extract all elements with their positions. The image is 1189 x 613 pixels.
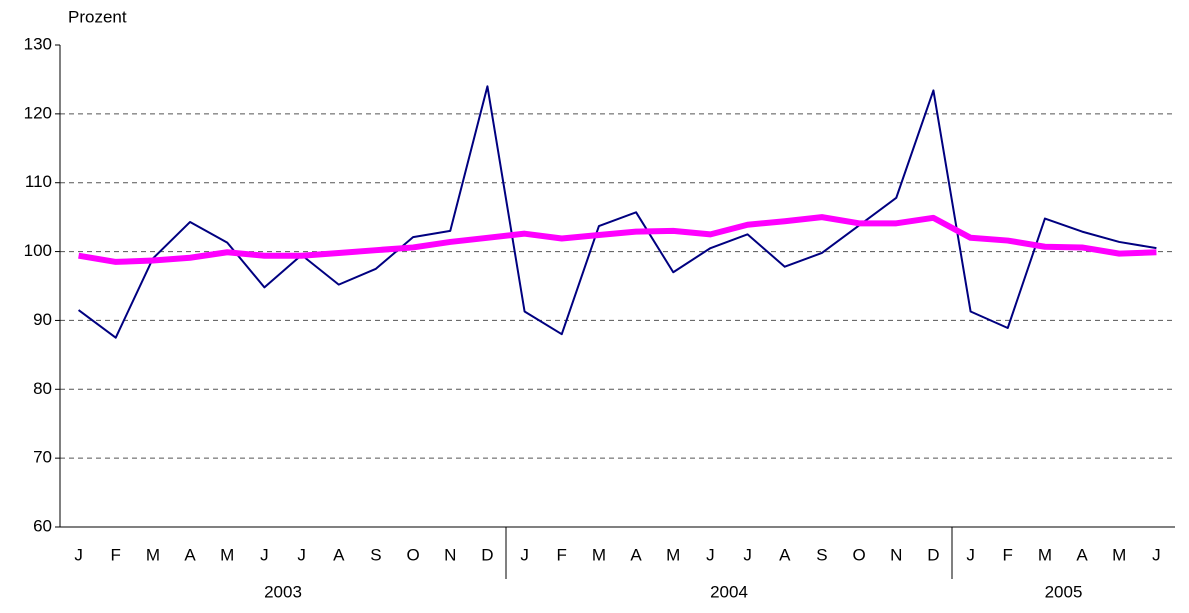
- x-tick-label: F: [1003, 545, 1013, 564]
- x-tick-label: S: [816, 545, 827, 564]
- x-tick-label: M: [220, 545, 234, 564]
- x-tick-label: A: [184, 545, 196, 564]
- y-tick-label: 110: [25, 172, 52, 191]
- x-tick-label: M: [146, 545, 160, 564]
- y-tick-label: 60: [33, 516, 52, 535]
- group-label: 2005: [1045, 582, 1083, 601]
- x-tick-label: M: [666, 545, 680, 564]
- x-tick-label: F: [557, 545, 567, 564]
- x-tick-label: O: [852, 545, 865, 564]
- x-tick-label: A: [1076, 545, 1088, 564]
- y-axis-label: Prozent: [68, 7, 127, 26]
- group-label: 2004: [710, 582, 748, 601]
- x-tick-label: F: [111, 545, 121, 564]
- x-tick-label: J: [297, 545, 306, 564]
- group-label: 2003: [264, 582, 302, 601]
- x-tick-label: J: [260, 545, 269, 564]
- x-tick-label: J: [1152, 545, 1161, 564]
- x-tick-label: M: [1038, 545, 1052, 564]
- series-line: [78, 214, 1157, 265]
- y-tick-label: 80: [33, 379, 52, 398]
- x-tick-label: D: [481, 545, 493, 564]
- x-tick-label: J: [966, 545, 975, 564]
- x-tick-label: A: [333, 545, 345, 564]
- x-tick-label: A: [630, 545, 642, 564]
- y-tick-label: 70: [33, 448, 52, 467]
- y-tick-label: 120: [24, 103, 52, 122]
- x-tick-label: A: [779, 545, 791, 564]
- x-tick-label: J: [520, 545, 529, 564]
- x-tick-label: N: [890, 545, 902, 564]
- x-tick-label: M: [592, 545, 606, 564]
- x-tick-label: S: [370, 545, 381, 564]
- x-tick-label: J: [706, 545, 715, 564]
- series-line: [77, 85, 1157, 339]
- x-tick-label: D: [927, 545, 939, 564]
- x-tick-label: J: [743, 545, 752, 564]
- x-tick-label: J: [74, 545, 83, 564]
- y-tick-label: 90: [33, 310, 52, 329]
- x-tick-label: O: [406, 545, 419, 564]
- x-tick-label: N: [444, 545, 456, 564]
- y-tick-label: 100: [24, 241, 52, 260]
- x-tick-label: M: [1112, 545, 1126, 564]
- y-tick-label: 130: [24, 34, 52, 53]
